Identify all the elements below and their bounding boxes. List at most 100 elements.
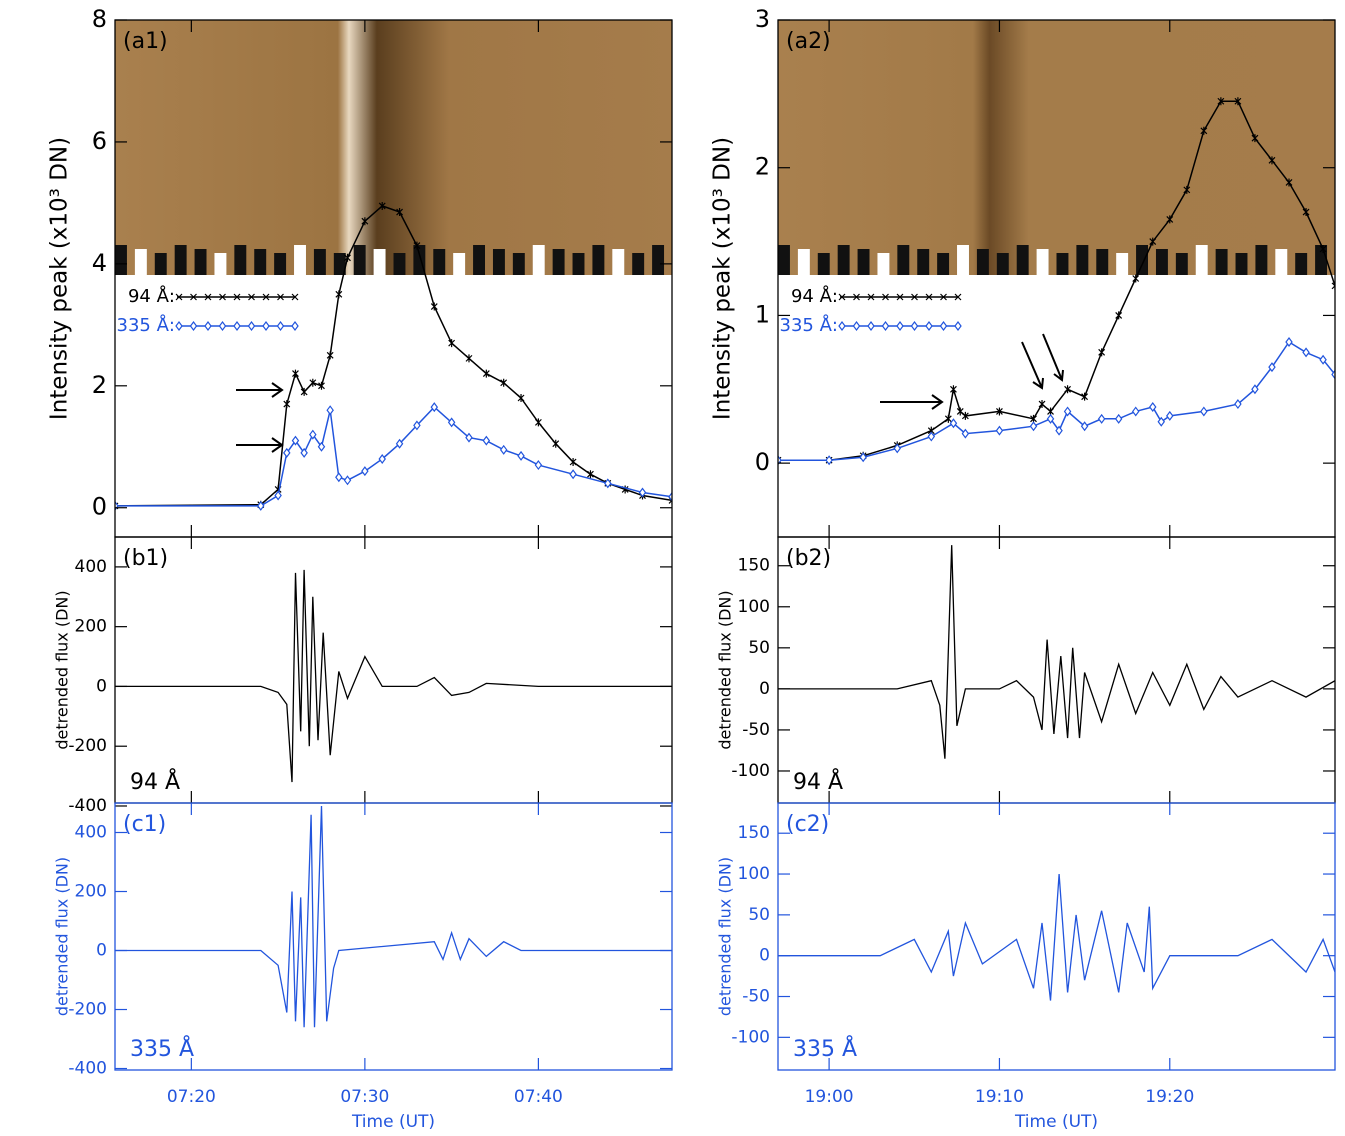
image-band — [837, 245, 850, 275]
marker — [552, 439, 560, 448]
marker — [1114, 413, 1123, 424]
marker — [395, 438, 404, 449]
panel-label: (c1) — [123, 812, 166, 837]
marker — [1285, 178, 1293, 187]
marker — [534, 418, 542, 427]
legend-marker — [277, 293, 284, 301]
marker — [1098, 348, 1106, 357]
y-tick-label: 2 — [92, 371, 107, 399]
legend-marker — [175, 293, 183, 301]
marker — [956, 407, 964, 416]
arrow — [1042, 333, 1064, 382]
image-band — [254, 249, 267, 275]
legend-marker — [262, 293, 270, 301]
image-band — [1255, 245, 1268, 275]
marker — [517, 450, 525, 461]
marker — [1064, 385, 1071, 394]
image-band — [552, 249, 565, 275]
marker — [292, 369, 299, 378]
series-line — [778, 100, 1335, 461]
y-axis-label: detrended flux (DN) — [716, 857, 735, 1016]
series-line — [778, 873, 1335, 1001]
image-band — [154, 253, 167, 275]
image-band — [877, 253, 890, 275]
y-tick-label: 6 — [92, 127, 107, 155]
y-tick-label: 400 — [75, 823, 107, 843]
panel-label: (b2) — [786, 546, 831, 571]
legend-marker — [204, 321, 212, 331]
annotation-arrows — [236, 333, 1064, 453]
y-tick-label: -200 — [68, 736, 107, 756]
legend-marker — [867, 293, 875, 301]
image-band — [857, 249, 870, 275]
marker — [995, 425, 1004, 436]
y-axis-label: detrended flux (DN) — [53, 857, 72, 1016]
image-band — [1096, 249, 1109, 275]
legend-marker — [218, 321, 227, 331]
legend-marker — [852, 321, 861, 331]
marker — [604, 478, 612, 489]
x-tick-label: 19:00 — [805, 1087, 854, 1107]
x-tick-label: 07:30 — [340, 1087, 389, 1107]
marker — [1149, 237, 1157, 246]
axes-frame — [114, 536, 673, 804]
x-axis-label: Time (UT) — [351, 1112, 435, 1132]
marker — [335, 472, 343, 483]
image-band — [1275, 249, 1288, 275]
image-background — [778, 20, 1335, 275]
legend-marker — [910, 321, 919, 331]
x-axis-label: Time (UT) — [1014, 1112, 1098, 1132]
image-band — [413, 245, 426, 275]
y-tick-label: -400 — [68, 796, 107, 816]
marker — [344, 253, 351, 262]
legend-marker — [838, 321, 846, 331]
y-tick-label: -200 — [68, 1000, 107, 1020]
y-axis-label: detrended flux (DN) — [716, 590, 735, 749]
image-band — [917, 249, 930, 275]
y-tick-label: 50 — [748, 905, 770, 925]
image-band — [1195, 245, 1208, 275]
image-band — [1116, 253, 1129, 275]
image-band — [1215, 249, 1228, 275]
marker — [1234, 97, 1242, 106]
marker — [499, 444, 508, 455]
legend-marker — [219, 293, 226, 301]
image-band — [453, 253, 466, 275]
image-band — [1155, 249, 1168, 275]
marker — [309, 429, 317, 440]
y-axis-label: Intensity peak (x10³ DN) — [710, 137, 736, 420]
marker — [1285, 337, 1293, 348]
arrow — [880, 394, 944, 410]
image-band — [778, 245, 790, 275]
marker — [1132, 274, 1140, 283]
image-band — [174, 245, 187, 275]
marker — [949, 418, 958, 429]
marker — [1080, 421, 1089, 432]
legend-marker — [190, 293, 197, 301]
legend-marker — [233, 293, 241, 301]
legend-marker — [881, 321, 890, 331]
marker — [1302, 347, 1310, 358]
marker — [309, 378, 317, 387]
panel-label: (c2) — [786, 812, 829, 837]
marker — [318, 381, 325, 390]
arrow — [236, 382, 284, 398]
y-tick-label: 200 — [75, 882, 107, 902]
marker — [961, 428, 970, 439]
legend-marker — [940, 293, 947, 301]
image-band — [512, 253, 525, 275]
marker — [569, 469, 577, 480]
marker — [893, 443, 901, 454]
marker — [859, 452, 867, 463]
image-band — [333, 253, 346, 275]
marker — [638, 487, 647, 498]
marker — [1251, 384, 1259, 395]
image-band — [1136, 245, 1149, 275]
y-tick-label: 0 — [759, 679, 770, 699]
marker — [1319, 354, 1327, 365]
image-band — [1175, 253, 1188, 275]
marker — [534, 460, 543, 471]
marker — [283, 400, 291, 409]
y-tick-label: 100 — [738, 864, 770, 884]
legend-marker — [189, 321, 198, 331]
